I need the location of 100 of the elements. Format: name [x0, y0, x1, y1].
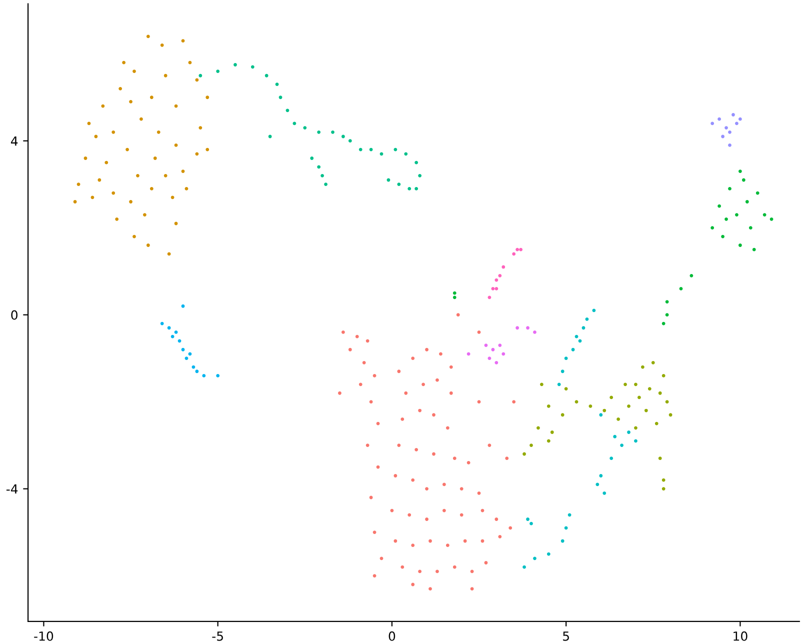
point: [718, 117, 721, 121]
point: [310, 156, 314, 160]
point: [146, 244, 150, 247]
point: [216, 374, 220, 378]
point: [546, 439, 550, 443]
point: [560, 370, 564, 374]
point: [728, 130, 732, 134]
point: [748, 226, 752, 230]
point: [170, 196, 174, 200]
point: [286, 108, 290, 112]
point: [156, 130, 160, 134]
point: [634, 426, 638, 430]
point: [101, 104, 105, 108]
point: [174, 144, 178, 147]
point: [484, 344, 488, 347]
point: [317, 165, 321, 169]
point: [129, 100, 132, 104]
point: [536, 426, 540, 430]
point: [331, 130, 334, 134]
point: [414, 160, 418, 164]
point: [588, 404, 592, 408]
point: [602, 408, 606, 412]
point: [738, 170, 742, 173]
point: [530, 522, 533, 526]
point: [721, 134, 724, 138]
point: [181, 170, 185, 173]
point: [546, 552, 550, 556]
point: [610, 456, 614, 460]
point: [640, 365, 644, 369]
point: [122, 60, 126, 64]
point: [745, 200, 749, 204]
point: [303, 126, 307, 130]
point: [522, 452, 526, 456]
point: [494, 278, 498, 282]
point: [752, 248, 756, 252]
point: [275, 82, 279, 86]
point: [341, 134, 345, 138]
x-tick-label: 10: [734, 631, 748, 641]
point: [126, 148, 129, 152]
point: [195, 370, 199, 374]
point: [502, 352, 506, 356]
point: [167, 252, 171, 256]
point: [132, 70, 136, 73]
point: [516, 326, 520, 330]
point: [690, 274, 694, 278]
point: [638, 396, 641, 400]
point: [136, 174, 140, 178]
point: [564, 526, 568, 530]
point: [195, 78, 199, 82]
point: [546, 404, 550, 408]
point: [488, 356, 492, 360]
point: [404, 152, 408, 156]
point: [658, 456, 662, 460]
y-tick-label: -4: [6, 484, 18, 494]
point: [648, 387, 652, 390]
point: [498, 344, 502, 347]
point: [724, 126, 728, 130]
point: [560, 413, 564, 417]
point: [278, 96, 282, 100]
y-tick-label: 4: [10, 136, 18, 146]
point: [762, 213, 766, 216]
point: [140, 117, 143, 121]
point: [408, 187, 412, 190]
point: [164, 74, 168, 78]
y-tick-label: 0: [11, 310, 18, 320]
point: [568, 513, 572, 517]
point: [627, 430, 630, 434]
point: [234, 63, 237, 66]
point: [710, 226, 714, 230]
point: [602, 491, 606, 495]
point: [616, 418, 620, 421]
point: [206, 96, 210, 100]
point: [181, 304, 185, 308]
point: [170, 334, 174, 338]
point: [397, 182, 401, 186]
x-tick-label: -5: [212, 632, 223, 641]
point: [742, 178, 746, 182]
point: [721, 234, 724, 238]
point: [738, 244, 742, 247]
point: [129, 200, 132, 204]
point: [512, 252, 516, 256]
point: [488, 296, 492, 300]
point: [564, 387, 568, 390]
point: [348, 139, 352, 143]
point: [118, 86, 122, 90]
point: [620, 444, 624, 448]
point: [718, 204, 721, 208]
point: [394, 148, 398, 152]
point: [728, 144, 732, 147]
point: [735, 213, 738, 216]
point: [324, 182, 328, 186]
point: [533, 556, 536, 560]
point: [181, 39, 185, 43]
point: [571, 348, 575, 352]
point: [320, 174, 324, 178]
point: [519, 248, 522, 252]
point: [84, 156, 88, 160]
point: [526, 518, 530, 521]
point: [585, 317, 589, 321]
point: [665, 400, 669, 404]
